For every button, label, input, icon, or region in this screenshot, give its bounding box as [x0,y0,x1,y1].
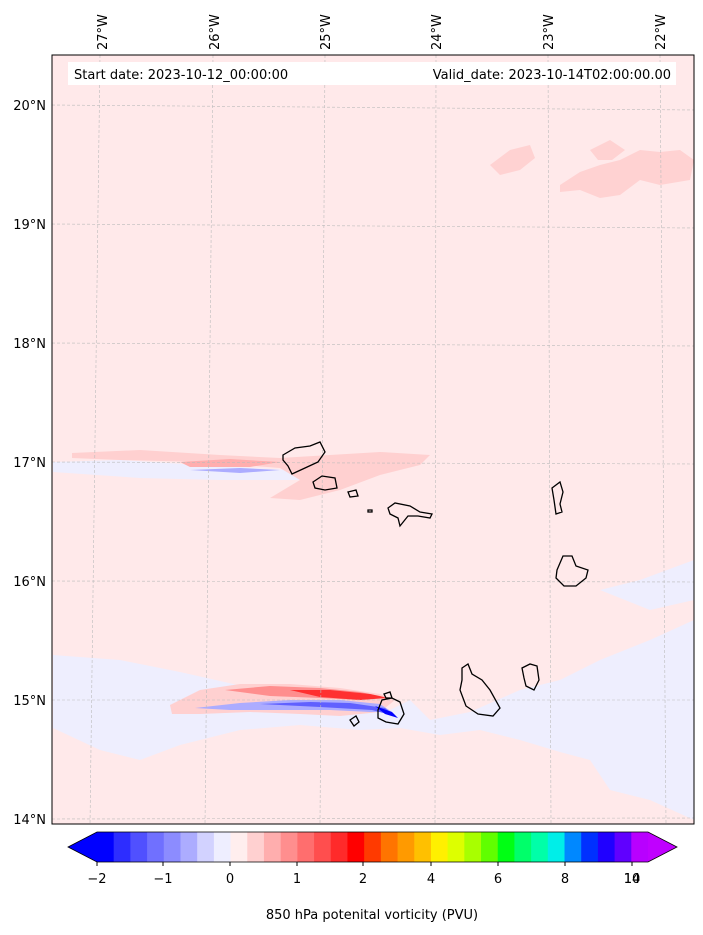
ilheu-coast [367,509,373,513]
lon-label: 27°W [96,14,111,50]
lat-label: 16°N [13,575,46,590]
colorbar-cell [297,832,315,862]
colorbar-label: 850 hPa potenital vorticity (PVU) [266,908,478,923]
map-frame [51,54,695,825]
colorbar-cell [180,832,198,862]
lon-label: 22°W [654,14,669,50]
colorbar-cells [97,832,649,862]
colorbar-cell [380,832,399,862]
graticule [51,54,695,825]
colorbar-tick-label: 6 [494,872,502,887]
lon-label: 25°W [319,14,334,50]
maio-coast [521,663,540,691]
colorbar-cell [414,832,432,862]
colorbar-tick-label: 0 [226,872,234,887]
colorbar-cell [314,832,332,862]
lat-labels: 20°N 19°N 18°N 17°N 16°N 15°N 14°N [13,99,46,828]
colorbar-tick-label: 14 [624,872,641,887]
colorbar-tick-label: 10 [624,872,641,887]
colorbar-cell [364,832,382,862]
colorbar-tick-label: 8 [561,872,569,887]
colorbar-tick-label: 2 [359,872,367,887]
colorbar-cell [113,832,131,862]
colorbar-cell [514,832,532,862]
lat-label: 19°N [13,218,46,233]
colorbar-cell [447,832,465,862]
lat-label: 18°N [13,337,46,352]
colorbar-cell [130,832,148,862]
colorbar-cell [263,832,282,862]
sal-coast [551,480,564,515]
lat-label: 14°N [13,813,46,828]
colorbar-cell [213,832,232,862]
island-coastlines [282,441,589,727]
colorbar-cell [280,832,298,862]
colorbar-cell [631,832,649,862]
colorbar-cell [397,832,415,862]
fogo-coast [377,697,405,725]
lat-label: 20°N [13,99,46,114]
colorbar-extend-high [648,832,677,862]
colorbar-cell [347,832,365,862]
positive-pv-patches [490,140,694,198]
north-filament [72,450,430,500]
colorbar-tick-label: 4 [427,872,435,887]
colorbar-cell [597,832,616,862]
colorbar-cell [614,832,632,862]
colorbar-cell [581,832,599,862]
colorbar-cell [497,832,515,862]
colorbar-cell [547,832,566,862]
lon-labels: 27°W 26°W 25°W 24°W 23°W 22°W [96,14,669,50]
info-box: Start date: 2023-10-12_00:00:00 Valid_da… [68,62,676,85]
lon-label: 23°W [542,14,557,50]
santa-luzia-coast [347,489,359,498]
valid-date-text: Valid_date: 2023-10-14T02:00:00.00 [433,68,671,83]
map-panel: Start date: 2023-10-12_00:00:00 Valid_da… [51,54,695,825]
colorbar-extend-low [68,832,97,862]
colorbar-cell [481,832,499,862]
lat-label: 17°N [13,456,46,471]
colorbar-tick-label: 1 [293,872,301,887]
fogo-north-coast [383,691,393,699]
colorbar-cell [531,832,549,862]
colorbar-tick-label: −2 [87,872,106,887]
lat-label: 15°N [13,694,46,709]
colorbar-outline [67,831,678,863]
boa-vista-coast [555,555,589,587]
brava-coast [349,715,360,727]
colorbar-cell [464,832,482,862]
colorbar-cell [197,832,215,862]
colorbar-tick-label: −1 [153,872,172,887]
colorbar-cell [330,832,348,862]
lon-label: 24°W [430,14,445,50]
start-date-text: Start date: 2023-10-12_00:00:00 [74,68,288,83]
lon-label: 26°W [208,14,223,50]
santo-antao-coast [282,441,326,475]
colorbar-cell [230,832,248,862]
colorbar-cell [430,832,449,862]
sao-nicolau-coast [387,502,433,528]
santiago-coast [459,663,501,717]
colorbar-cell [247,832,265,862]
colorbar-cell [163,832,181,862]
sao-vicente-coast [312,475,338,491]
colorbar-cell [147,832,165,862]
colorbar-cell [97,832,115,862]
colorbar-cell [564,832,582,862]
